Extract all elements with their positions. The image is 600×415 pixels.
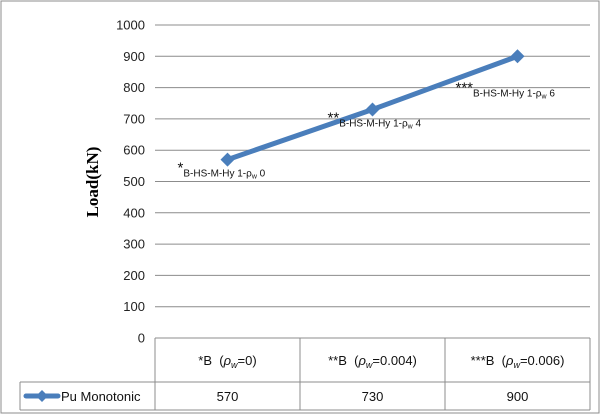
y-tick-label: 300 <box>123 237 145 252</box>
point-annotation: **B-HS-M-Hy 1-ρw 4 <box>328 110 422 131</box>
data-point-marker <box>510 49 525 64</box>
y-tick-label: 600 <box>123 143 145 158</box>
y-tick-label: 0 <box>138 331 145 346</box>
table-value-cell: 730 <box>362 389 384 404</box>
point-annotation: *B-HS-M-Hy 1-ρw 0 <box>178 160 266 181</box>
y-tick-label: 1000 <box>116 18 145 33</box>
gridlines <box>155 24 590 339</box>
y-tick-label: 500 <box>123 174 145 189</box>
annotations: *B-HS-M-Hy 1-ρw 0 **B-HS-M-Hy 1-ρw 4 ***B-… <box>178 79 556 180</box>
legend-marker <box>36 390 48 402</box>
y-tick-label: 400 <box>123 205 145 220</box>
data-point-marker <box>220 152 235 167</box>
y-tick-label: 800 <box>123 80 145 95</box>
y-tick-label: 200 <box>123 268 145 283</box>
data-table: *B (ρw=0) **B (ρw=0.004) ***B (ρw=0.006) Pu… <box>19 338 591 411</box>
y-axis-label: Load(kN) <box>83 147 102 218</box>
table-value-cell: 900 <box>507 389 529 404</box>
y-tick-labels: 0 100 200 300 400 500 600 700 800 900 1000 <box>116 18 145 346</box>
y-tick-label: 900 <box>123 49 145 64</box>
y-tick-label: 100 <box>123 299 145 314</box>
point-annotation: ***B-HS-M-Hy 1-ρw 6 <box>456 79 556 100</box>
x-category-label: ***B (ρw=0.006) <box>471 353 565 370</box>
legend-series-name: Pu Monotonic <box>61 389 141 404</box>
series-layer <box>220 49 525 167</box>
table-value-cell: 570 <box>217 389 239 404</box>
data-point-marker <box>365 102 380 117</box>
x-category-label: *B (ρw=0) <box>198 353 256 370</box>
y-tick-label: 700 <box>123 111 145 126</box>
x-category-label: **B (ρw=0.004) <box>328 353 417 370</box>
